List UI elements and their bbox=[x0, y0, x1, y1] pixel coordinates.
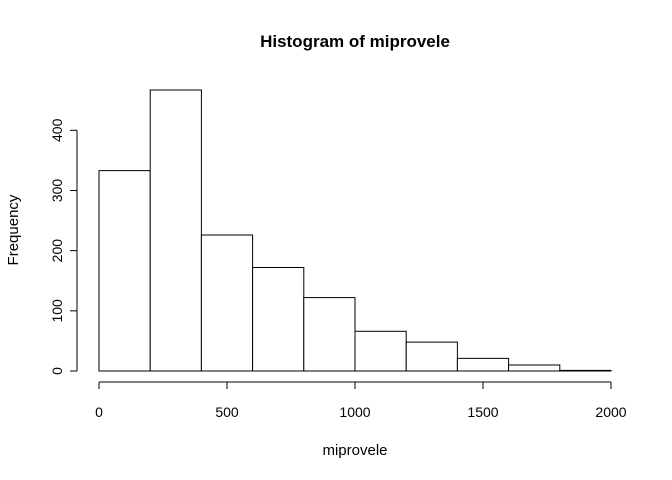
y-tick-label-4: 400 bbox=[49, 118, 65, 142]
y-tick-label-1: 100 bbox=[49, 299, 65, 323]
histogram-bar-5 bbox=[303, 297, 356, 372]
x-tick-label-2: 1000 bbox=[339, 404, 370, 420]
histogram-bar-4 bbox=[252, 267, 305, 372]
x-tick-label-1: 500 bbox=[215, 404, 239, 420]
y-tick-label-0: 0 bbox=[49, 367, 65, 375]
y-tick-label-2: 200 bbox=[49, 239, 65, 263]
histogram-bar-1 bbox=[98, 170, 151, 372]
histogram-bar-7 bbox=[405, 341, 458, 372]
histogram-bar-3 bbox=[200, 234, 254, 372]
y-tick-label-3: 300 bbox=[49, 179, 65, 203]
histogram-bar-2 bbox=[149, 89, 202, 372]
histogram-bar-8 bbox=[456, 357, 510, 372]
x-tick-label-3: 1500 bbox=[467, 404, 498, 420]
histogram-bar-10 bbox=[559, 369, 612, 372]
y-axis-label: Frequency bbox=[5, 194, 22, 265]
bars-group bbox=[98, 89, 612, 372]
x-axis: 0 500 1000 1500 2000 bbox=[95, 381, 627, 420]
y-axis: 0 100 200 300 400 bbox=[49, 118, 78, 375]
x-tick-label-0: 0 bbox=[95, 404, 103, 420]
x-axis-label: miprovele bbox=[322, 442, 387, 459]
histogram-bar-6 bbox=[354, 330, 407, 372]
x-tick-label-4: 2000 bbox=[595, 404, 626, 420]
chart-title: Histogram of miprovele bbox=[260, 32, 450, 51]
histogram-bar-9 bbox=[508, 364, 561, 372]
